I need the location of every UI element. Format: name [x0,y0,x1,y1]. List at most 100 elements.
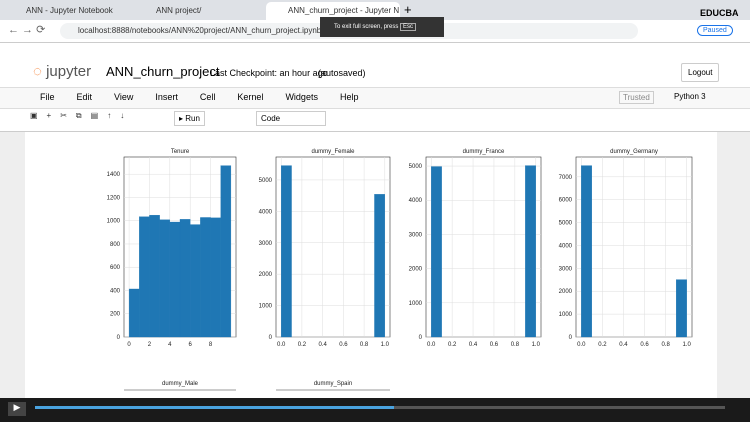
bar [210,217,221,338]
run-button[interactable]: ▸ Run [174,111,205,126]
menu-item[interactable]: Help [339,92,359,102]
tab[interactable]: ANN_churn_project - Jupyter N [266,2,400,20]
x-tick-label: 0.4 [318,342,327,348]
x-tick-label: 0.8 [511,342,520,348]
bar [200,217,211,338]
progress-track[interactable] [35,406,725,409]
x-tick-label: 0.6 [490,342,499,348]
x-tick-label: 0.4 [469,342,478,348]
menu-item[interactable]: Kernel [237,92,264,102]
x-tick-label: 0.0 [427,342,436,348]
bar [149,214,160,338]
logo[interactable]: ◌ jupyter [33,63,92,80]
y-tick-label: 4000 [409,198,423,204]
notebook-name[interactable]: ANN_churn_project [106,64,220,79]
run-label: Run [185,114,200,123]
menu-item[interactable]: Cell [199,92,216,102]
y-tick-label: 1400 [107,172,121,178]
axes-frame [275,156,391,338]
kernel: Python 3 [674,92,706,101]
y-tick-label: 2000 [259,272,273,278]
y-tick-label: 1000 [559,312,573,318]
y-tick-label: 1000 [107,219,121,225]
bar [431,166,442,338]
chart-title: dummy_France [463,149,505,155]
toolbar: ▣+✂⧉▤↑↓ ▸ Run Code [30,111,720,127]
y-tick-label: 0 [117,335,121,341]
bar [190,224,201,338]
toast-text: To exit full screen, press [334,24,399,30]
x-tick-label: 0.8 [661,342,670,348]
tool-icons[interactable]: ▣+✂⧉▤↑↓ [30,111,134,120]
menu-item[interactable]: Widgets [285,92,318,102]
chart-title: dummy_Spain [314,381,352,387]
progress [35,406,394,409]
y-tick-label: 0 [419,335,423,341]
video-controls: ▶ [0,398,750,422]
menu: File Edit View Insert Cell Kernel Widgets Help [40,92,380,102]
tab-strip: ANN - Jupyter Notebook ANN project/ ANN_… [0,0,750,20]
logout[interactable]: Logout [681,63,720,82]
x-tick-label: 0.0 [277,342,286,348]
new-tab[interactable]: + [404,2,412,17]
y-tick-label: 3000 [259,241,273,247]
y-tick-label: 5000 [259,178,273,184]
chart-title: dummy_Female [311,149,355,155]
brand: EDUCBA [700,8,739,18]
fullscreen-toast: To exit full screen, press Esc [320,17,444,37]
autosaved: (autosaved) [318,68,366,78]
menu-item[interactable]: View [114,92,134,102]
toast-key: Esc [400,23,417,31]
x-tick-label: 1.0 [532,342,541,348]
tab[interactable]: ANN - Jupyter Notebook [26,6,113,15]
x-tick-label: 1.0 [683,342,692,348]
bar [525,165,536,338]
y-tick-label: 1200 [107,195,121,201]
cell-type[interactable]: Code [256,111,326,126]
chart-title: dummy_Male [162,381,199,387]
bar [220,165,232,338]
x-tick-label: 0.2 [298,342,307,348]
x-tick-label: 1.0 [381,342,390,348]
bar [581,165,592,338]
bar [169,221,181,338]
y-tick-label: 1000 [259,304,273,310]
x-tick-label: 0.6 [640,342,649,348]
profile[interactable]: Paused [697,25,733,36]
menu-item[interactable]: File [40,92,55,102]
nav-buttons[interactable]: ← → ⟳ [8,24,46,36]
y-tick-label: 400 [110,288,121,294]
x-tick-label: 4 [168,342,172,348]
tab[interactable]: ANN project/ [156,6,202,15]
play-button[interactable]: ▶ [8,402,26,416]
logo-text: jupyter [46,63,92,80]
menu-item[interactable]: Insert [155,92,178,102]
menubar: File Edit View Insert Cell Kernel Widgets Help … [0,87,750,109]
menu-item[interactable]: Edit [76,92,93,102]
output-plots: 0 200 400 600 800 1000 1200 1400 0 2 4 6 8 Tenure 0 100… [107,149,693,391]
y-tick-label: 0 [569,335,573,341]
bar [128,288,140,338]
axes-frame [575,156,693,338]
trusted[interactable]: Trusted [619,91,654,104]
x-tick-label: 0 [127,342,131,348]
bar [139,216,150,338]
x-tick-label: 0.2 [598,342,607,348]
y-tick-label: 7000 [559,175,573,181]
bar [281,165,292,338]
axes-frame [425,156,542,338]
y-tick-label: 3000 [559,266,573,272]
y-tick-label: 600 [110,265,121,271]
x-tick-label: 2 [148,342,152,348]
y-tick-label: 5000 [559,221,573,227]
y-tick-label: 3000 [409,232,423,238]
y-tick-label: 4000 [559,243,573,249]
y-tick-label: 2000 [559,289,573,295]
x-tick-label: 0.4 [619,342,628,348]
chart-title: Tenure [171,149,190,155]
bar [676,279,687,338]
bar [179,219,191,338]
checkpoint: Last Checkpoint: an hour ago [210,68,328,78]
y-tick-label: 6000 [559,198,573,204]
